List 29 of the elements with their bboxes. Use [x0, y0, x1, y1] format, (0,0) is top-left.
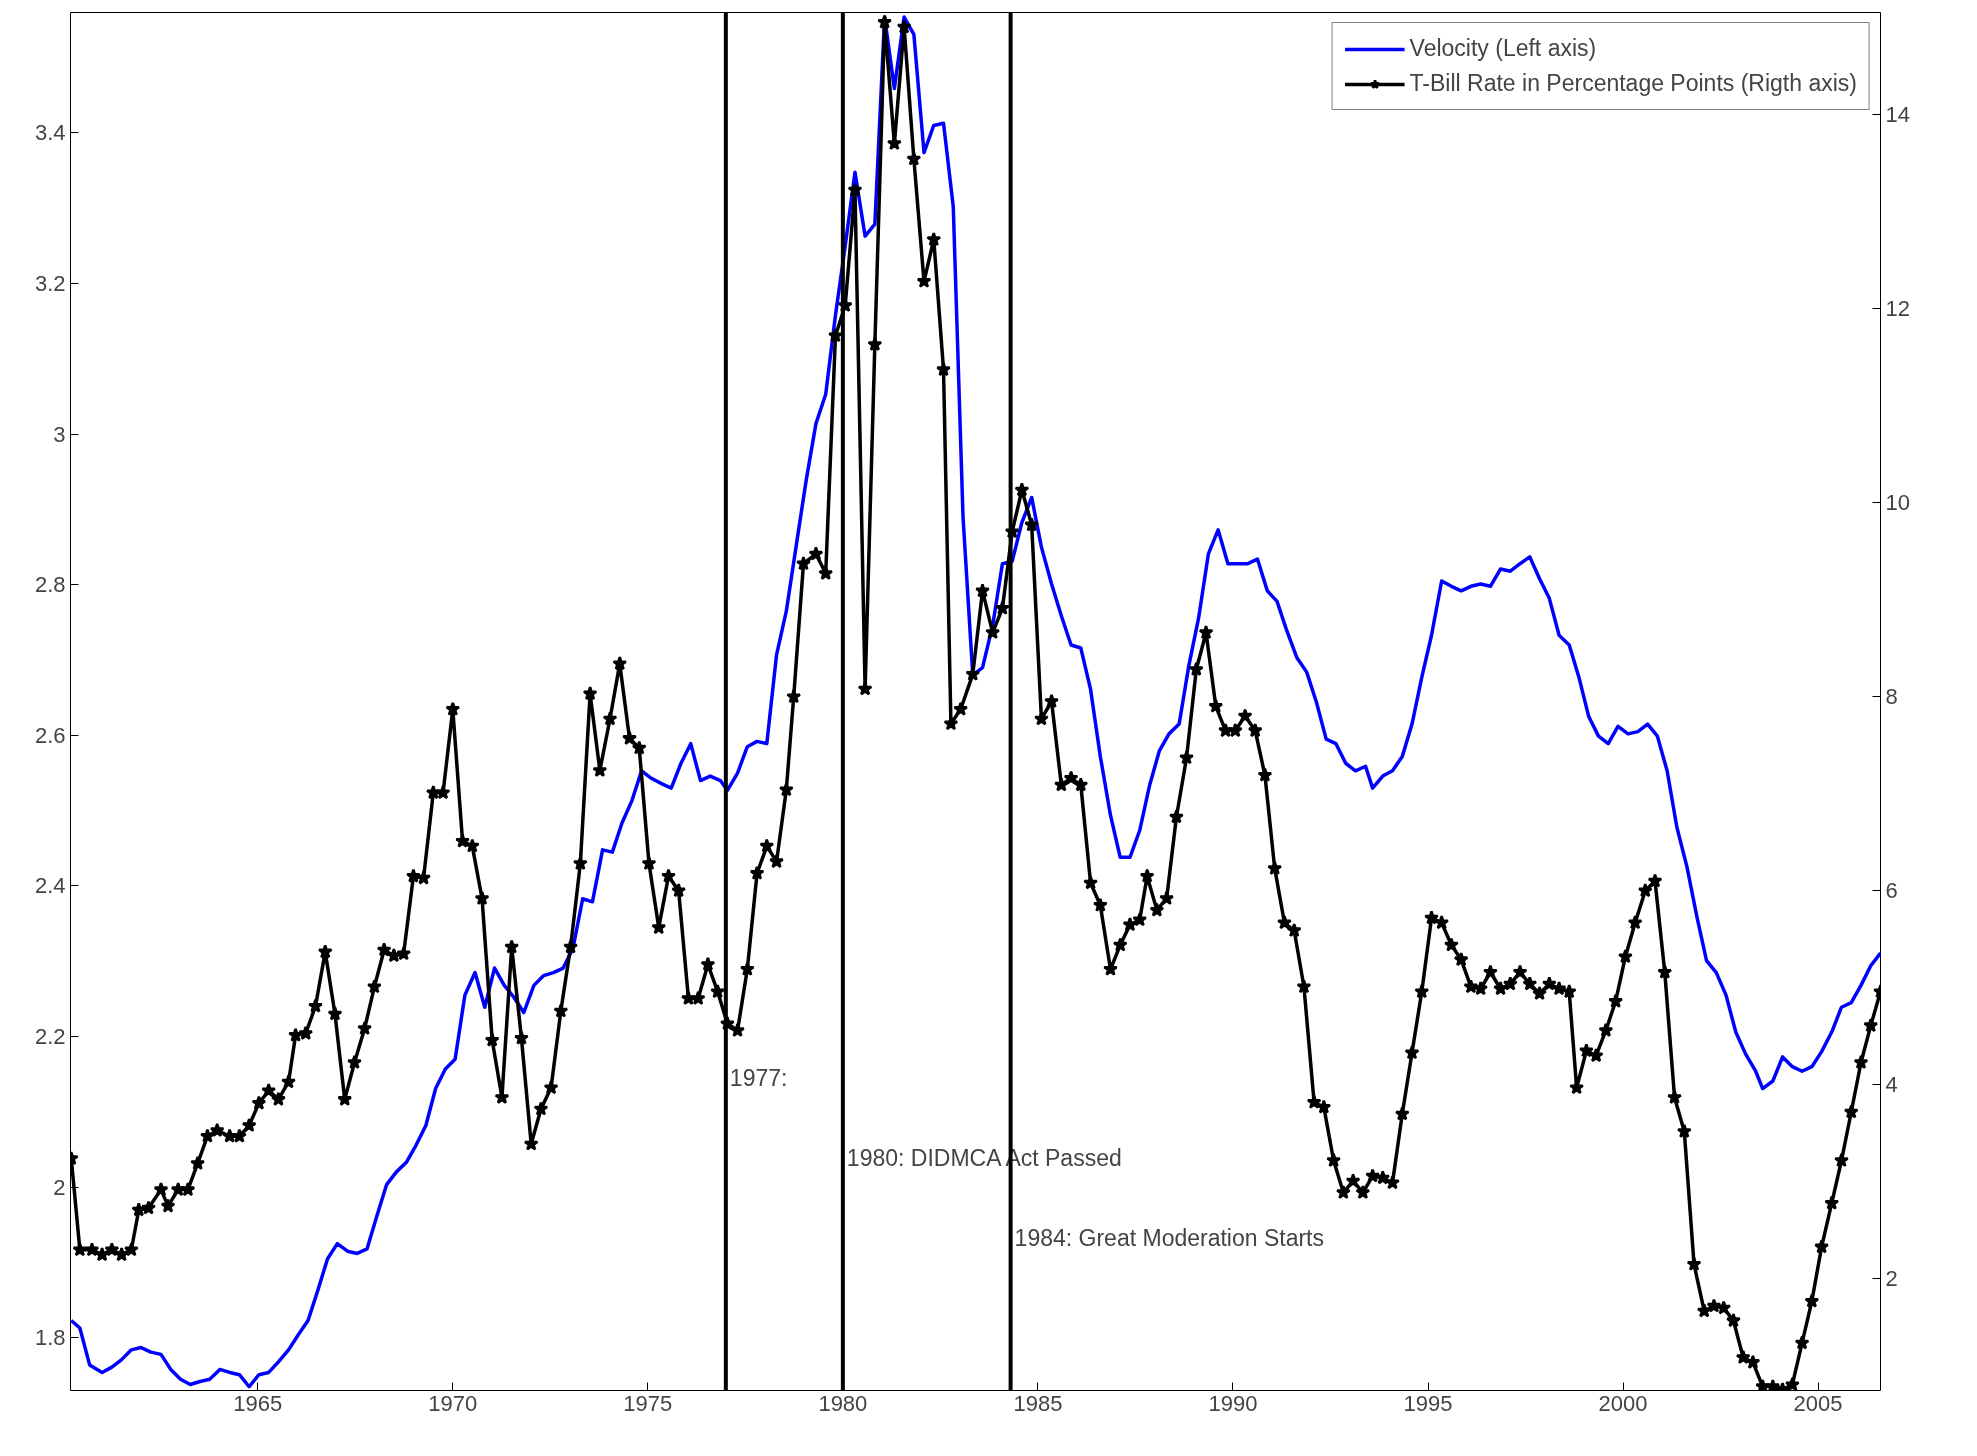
y2-tick-label: 8: [1885, 684, 1898, 710]
x-tick-label: 2005: [1793, 1390, 1843, 1416]
ref-line-label: 1977:: [729, 1064, 788, 1091]
x-tick-label: 1965: [233, 1390, 283, 1416]
y-tick-label: 2.4: [34, 873, 66, 899]
y-tick-label: 2: [53, 1174, 66, 1200]
x-tick-label: 1985: [1013, 1390, 1063, 1416]
legend-label: Velocity (Left axis): [1409, 35, 1597, 62]
x-tick-label: 1980: [818, 1390, 868, 1416]
y-tick-label: 3.2: [34, 271, 66, 297]
y-tick-label: 2.6: [34, 722, 66, 748]
x-tick-label: 1990: [1208, 1390, 1258, 1416]
y-tick-label: 3.4: [34, 120, 66, 146]
y-tick-label: 2.8: [34, 572, 66, 598]
y-tick-label: 1.8: [34, 1325, 66, 1351]
x-tick-label: 2000: [1598, 1390, 1648, 1416]
y2-tick-label: 12: [1885, 295, 1910, 321]
x-tick-label: 1975: [623, 1390, 673, 1416]
y2-tick-label: 6: [1885, 878, 1898, 904]
x-tick-label: 1970: [428, 1390, 478, 1416]
legend-label: T-Bill Rate in Percentage Points (Rigth axis): [1409, 70, 1857, 97]
y-tick-label: 3: [53, 421, 66, 447]
y2-tick-label: 2: [1885, 1266, 1898, 1292]
y2-tick-label: 4: [1885, 1072, 1898, 1098]
y2-tick-label: 10: [1885, 490, 1910, 516]
y-tick-label: 2.2: [34, 1024, 66, 1050]
x-tick-label: 1995: [1403, 1390, 1453, 1416]
y2-tick-label: 14: [1885, 101, 1910, 127]
ref-line-label: 1984: Great Moderation Starts: [1014, 1224, 1324, 1251]
